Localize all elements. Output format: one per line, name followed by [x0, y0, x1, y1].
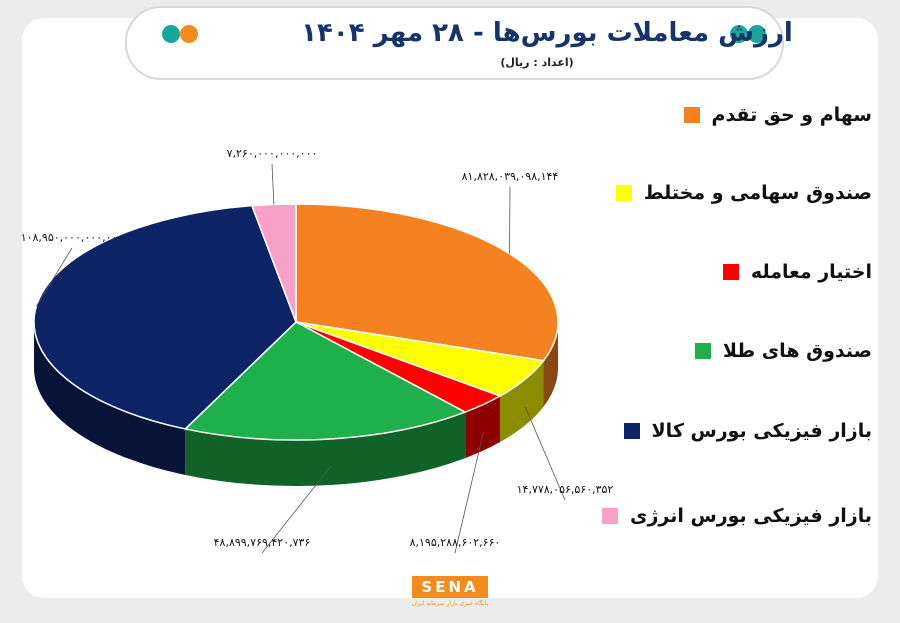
legend-item: بازار فیزیکی بورس کالا — [602, 416, 872, 446]
data-label: ۱۴,۷۷۸,۰۵۶,۵۶۰,۳۵۲ — [517, 483, 614, 496]
legend-swatch — [722, 264, 739, 280]
legend-swatch — [623, 423, 640, 439]
leader-line — [35, 247, 73, 307]
logo: SENA — [412, 576, 488, 598]
title-pill: ارزش معاملات بورس‌ها - ۲۸ مهر ۱۴۰۴ (اعدا… — [125, 6, 793, 80]
pie-side — [185, 412, 466, 487]
chart-subtitle: (اعداد : ریال) — [500, 56, 574, 69]
data-label: ۸,۱۹۵,۲۸۸,۶۰۲,۶۶۰ — [410, 536, 501, 549]
legend-item: صندوق های طلا — [602, 336, 872, 366]
leader-line — [271, 163, 275, 205]
tagline: پایگاه خبری بازار سرمایه ایران — [411, 600, 489, 607]
legend-label: صندوق های طلا — [722, 340, 872, 362]
pie-side — [34, 322, 186, 475]
legend-swatch — [683, 107, 700, 123]
legend-swatch — [615, 185, 632, 201]
chart-title: ارزش معاملات بورس‌ها - ۲۸ مهر ۱۴۰۴ — [301, 18, 793, 48]
leader-line — [261, 466, 332, 554]
legend-item: سهام و حق تقدم — [602, 100, 872, 130]
quote-marks — [162, 25, 766, 43]
legend-item: بازار فیزیکی بورس انرژی — [602, 501, 872, 531]
legend-swatch — [602, 508, 619, 524]
pie-slice — [295, 203, 559, 362]
pie-slice — [183, 321, 467, 441]
legend-label: اختیار معامله — [750, 261, 872, 283]
legend-label: سهام و حق تقدم — [711, 104, 872, 126]
data-label: ۸۱,۸۲۸,۰۳۹,۰۹۸,۱۴۴ — [462, 170, 559, 183]
legend-swatch — [694, 343, 711, 359]
leader-line — [524, 406, 566, 501]
leader-line — [454, 431, 484, 554]
data-label: ۷,۲۶۰,۰۰۰,۰۰۰,۰۰۰ — [227, 147, 318, 160]
data-label: ۴۸,۸۹۹,۷۶۹,۴۲۰,۷۳۶ — [214, 536, 311, 549]
legend-label: صندوق سهامی و مختلط — [643, 182, 872, 204]
legend-item: اختیار معامله — [602, 257, 872, 287]
legend-label: بازار فیزیکی بورس انرژی — [630, 505, 872, 527]
pie-side — [465, 396, 501, 459]
data-label: ۱۰۸,۹۵۰,۰۰۰,۰۰۰,۰۰۰ — [21, 231, 124, 244]
legend-item: صندوق سهامی و مختلط — [602, 178, 872, 208]
leader-line — [509, 186, 511, 254]
pie-side — [500, 360, 544, 443]
legend-label: بازار فیزیکی بورس کالا — [651, 420, 872, 442]
